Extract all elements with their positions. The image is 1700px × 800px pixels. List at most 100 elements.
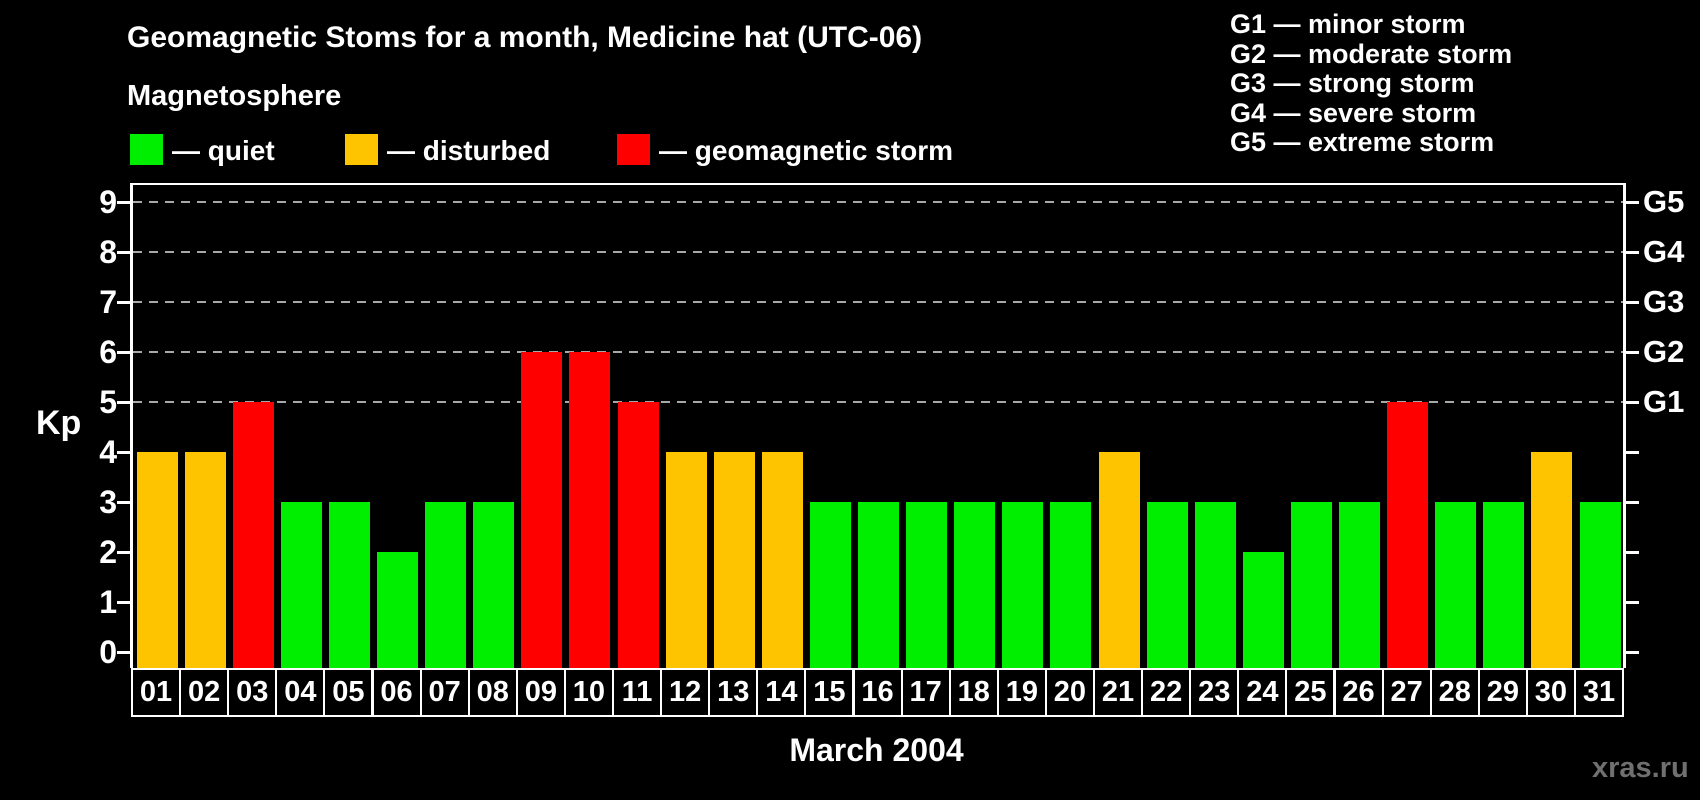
y-axis-tick-2 <box>117 550 130 554</box>
day-label-13: 13 <box>708 668 759 717</box>
g3-legend-line: G3 — strong storm <box>1230 68 1475 98</box>
y-axis-tick-6 <box>117 350 130 354</box>
day-label-11: 11 <box>612 668 663 717</box>
bar-day-01 <box>136 452 178 668</box>
right-axis-line <box>1623 183 1626 668</box>
y-axis-line <box>130 183 133 668</box>
y-axis-tick-4 <box>117 450 130 454</box>
bar-day-05 <box>328 502 370 668</box>
bar-day-08 <box>473 502 515 668</box>
y-axis-tick-1 <box>117 600 130 604</box>
bar-day-10 <box>569 352 611 668</box>
bar-day-19 <box>1002 502 1044 668</box>
day-label-18: 18 <box>948 668 999 717</box>
day-label-07: 07 <box>419 668 470 717</box>
bar-day-11 <box>617 402 659 668</box>
bar-day-09 <box>521 352 563 668</box>
quiet-color-swatch <box>130 134 163 165</box>
day-label-05: 05 <box>323 668 374 717</box>
bar-day-04 <box>280 502 322 668</box>
bar-day-30 <box>1531 452 1573 668</box>
bar-day-16 <box>858 502 899 668</box>
right-axis-tick-8 <box>1626 250 1639 254</box>
day-label-25: 25 <box>1285 668 1336 717</box>
day-label-12: 12 <box>660 668 711 717</box>
day-label-20: 20 <box>1044 668 1095 717</box>
bar-day-21 <box>1098 452 1140 668</box>
magnetosphere-label: Magnetosphere <box>127 80 342 112</box>
bar-day-15 <box>809 502 851 668</box>
y-axis-title: Kp <box>36 404 82 442</box>
day-label-26: 26 <box>1333 668 1384 717</box>
day-label-17: 17 <box>900 668 951 717</box>
bar-day-17 <box>906 502 948 668</box>
bar-day-22 <box>1146 502 1188 668</box>
storm-scale-legend: G1 — minor storm G2 — moderate storm G3 … <box>1230 9 1513 158</box>
gridline-kp5 <box>133 401 1623 403</box>
x-axis-title: March 2004 <box>789 732 964 768</box>
y-axis-label-8: 8 <box>99 234 117 270</box>
bar-day-23 <box>1194 502 1236 668</box>
day-label-08: 08 <box>467 668 518 717</box>
bar-day-25 <box>1290 502 1332 668</box>
bar-day-02 <box>184 452 226 668</box>
day-label-24: 24 <box>1237 668 1288 717</box>
day-label-16: 16 <box>852 668 903 717</box>
y-axis-tick-9 <box>117 200 130 204</box>
bar-day-12 <box>665 452 707 668</box>
gridline-kp6 <box>133 351 1623 353</box>
day-label-03: 03 <box>227 668 278 717</box>
gridline-kp9 <box>133 201 1623 203</box>
day-label-22: 22 <box>1141 668 1192 717</box>
y-axis-tick-7 <box>117 300 130 304</box>
y-axis-tick-0 <box>117 650 130 654</box>
bar-day-20 <box>1050 502 1092 668</box>
day-label-10: 10 <box>563 668 614 717</box>
y-axis-label-1: 1 <box>99 584 117 620</box>
right-axis-label-g3: G3 <box>1643 284 1685 319</box>
chart-title: Geomagnetic Stoms for a month, Medicine … <box>127 21 923 54</box>
right-axis-label-g5: G5 <box>1643 184 1685 219</box>
day-label-30: 30 <box>1525 668 1576 717</box>
y-axis-label-7: 7 <box>99 284 117 320</box>
right-axis-tick-9 <box>1626 200 1639 204</box>
right-axis-tick-3 <box>1626 500 1639 504</box>
y-axis-label-5: 5 <box>99 384 117 420</box>
right-axis-tick-0 <box>1626 650 1639 654</box>
watermark: xras.ru <box>1592 752 1689 784</box>
day-label-02: 02 <box>179 668 230 717</box>
y-axis-tick-5 <box>117 400 130 404</box>
day-label-15: 15 <box>804 668 855 717</box>
bar-day-13 <box>713 452 755 668</box>
right-axis-label-g2: G2 <box>1643 334 1685 369</box>
g5-legend-line: G5 — extreme storm <box>1230 127 1495 157</box>
disturbed-color-swatch <box>345 134 378 165</box>
y-axis-label-6: 6 <box>99 334 117 370</box>
bar-day-24 <box>1242 552 1284 668</box>
y-axis-label-2: 2 <box>99 534 117 570</box>
day-label-01: 01 <box>131 668 182 717</box>
day-label-21: 21 <box>1093 668 1144 717</box>
g2-legend-line: G2 — moderate storm <box>1230 38 1513 69</box>
y-axis-tick-8 <box>117 250 130 254</box>
storm-legend-label: — geomagnetic storm <box>659 135 954 166</box>
right-axis-label-g4: G4 <box>1643 234 1685 269</box>
disturbed-legend-label: — disturbed <box>387 135 551 166</box>
gridline-kp7 <box>133 301 1623 303</box>
bar-day-29 <box>1483 502 1525 668</box>
right-axis-tick-2 <box>1626 550 1639 554</box>
right-axis-tick-5 <box>1626 400 1639 404</box>
plot-top-border <box>130 183 1626 185</box>
right-axis-tick-4 <box>1626 450 1639 454</box>
g4-legend-line: G4 — severe storm <box>1230 97 1477 128</box>
bar-day-14 <box>761 452 803 668</box>
day-label-06: 06 <box>371 668 422 717</box>
right-axis-tick-1 <box>1626 600 1639 604</box>
y-axis-label-0: 0 <box>99 634 117 670</box>
bar-day-07 <box>425 502 467 668</box>
y-axis-label-4: 4 <box>99 434 117 470</box>
bar-day-03 <box>232 402 274 668</box>
day-label-14: 14 <box>756 668 807 717</box>
bar-day-18 <box>954 502 996 668</box>
